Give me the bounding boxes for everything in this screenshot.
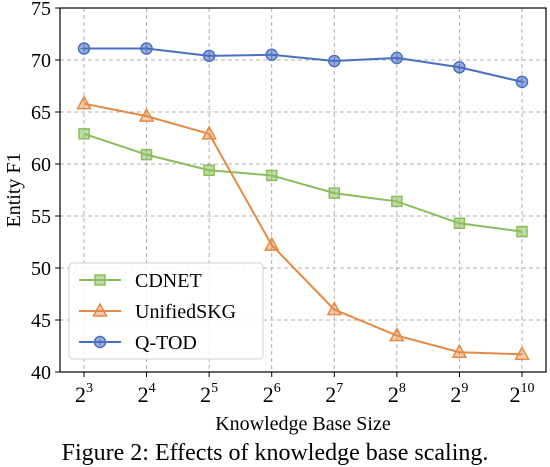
series-group xyxy=(76,42,530,361)
data-point xyxy=(138,107,155,122)
x-tick-label: 23 xyxy=(75,381,93,407)
series-unifiedskg xyxy=(76,95,530,361)
data-point xyxy=(389,327,405,342)
plot-frame xyxy=(59,7,547,373)
data-point xyxy=(453,217,466,230)
legend-box xyxy=(68,262,264,360)
x-tick-label: 27 xyxy=(325,381,343,407)
y-tick-label: 40 xyxy=(31,362,51,384)
y-tick-label: 75 xyxy=(31,0,51,20)
legend-label: Q-TOD xyxy=(135,332,197,354)
data-point xyxy=(76,95,92,110)
x-axis-label: Knowledge Base Size xyxy=(215,413,391,435)
legend: CDNET UnifiedSKG Q-TOD xyxy=(68,262,264,360)
x-tick-label: 29 xyxy=(450,381,468,407)
series-q-tod xyxy=(77,42,529,89)
x-tick-label: 210 xyxy=(510,381,535,407)
figure-caption: Figure 2: Effects of knowledge base scal… xyxy=(61,440,489,466)
y-axis-label: Entity F1 xyxy=(3,152,25,227)
series-cdnet xyxy=(78,128,528,238)
legend-marker xyxy=(94,274,106,286)
y-tick-label: 55 xyxy=(31,206,51,228)
y-tick-label: 50 xyxy=(31,258,51,280)
data-point xyxy=(263,236,280,251)
y-tick-label: 65 xyxy=(31,102,51,124)
y-tick-label: 60 xyxy=(31,154,51,176)
data-point xyxy=(203,164,215,176)
y-tick-label: 70 xyxy=(31,50,51,72)
x-axis: 23 24 25 26 27 28 29 210 xyxy=(75,372,535,407)
data-point xyxy=(201,125,217,140)
x-tick-label: 28 xyxy=(388,381,406,407)
x-tick-label: 24 xyxy=(138,381,156,407)
legend-marker xyxy=(92,302,108,317)
data-point xyxy=(451,343,468,358)
data-point xyxy=(514,345,530,361)
series-line xyxy=(83,132,523,233)
series-line xyxy=(83,102,523,356)
data-point xyxy=(140,148,153,161)
x-tick-label: 25 xyxy=(200,381,218,407)
legend-label: UnifiedSKG xyxy=(135,301,236,323)
series-line xyxy=(84,47,523,83)
x-tick-label: 26 xyxy=(263,381,281,407)
data-point xyxy=(328,187,341,199)
chart: 40 45 50 55 60 65 70 75 23 24 25 26 27 28 29 210 Entit… xyxy=(3,0,547,435)
data-point xyxy=(326,301,343,316)
y-tick-label: 45 xyxy=(31,310,51,332)
legend-label: CDNET xyxy=(135,270,202,292)
data-point xyxy=(516,225,528,238)
data-point xyxy=(78,128,90,140)
y-axis: 40 45 50 55 60 65 70 75 xyxy=(31,0,60,384)
data-point xyxy=(391,195,403,208)
data-point xyxy=(265,169,278,182)
